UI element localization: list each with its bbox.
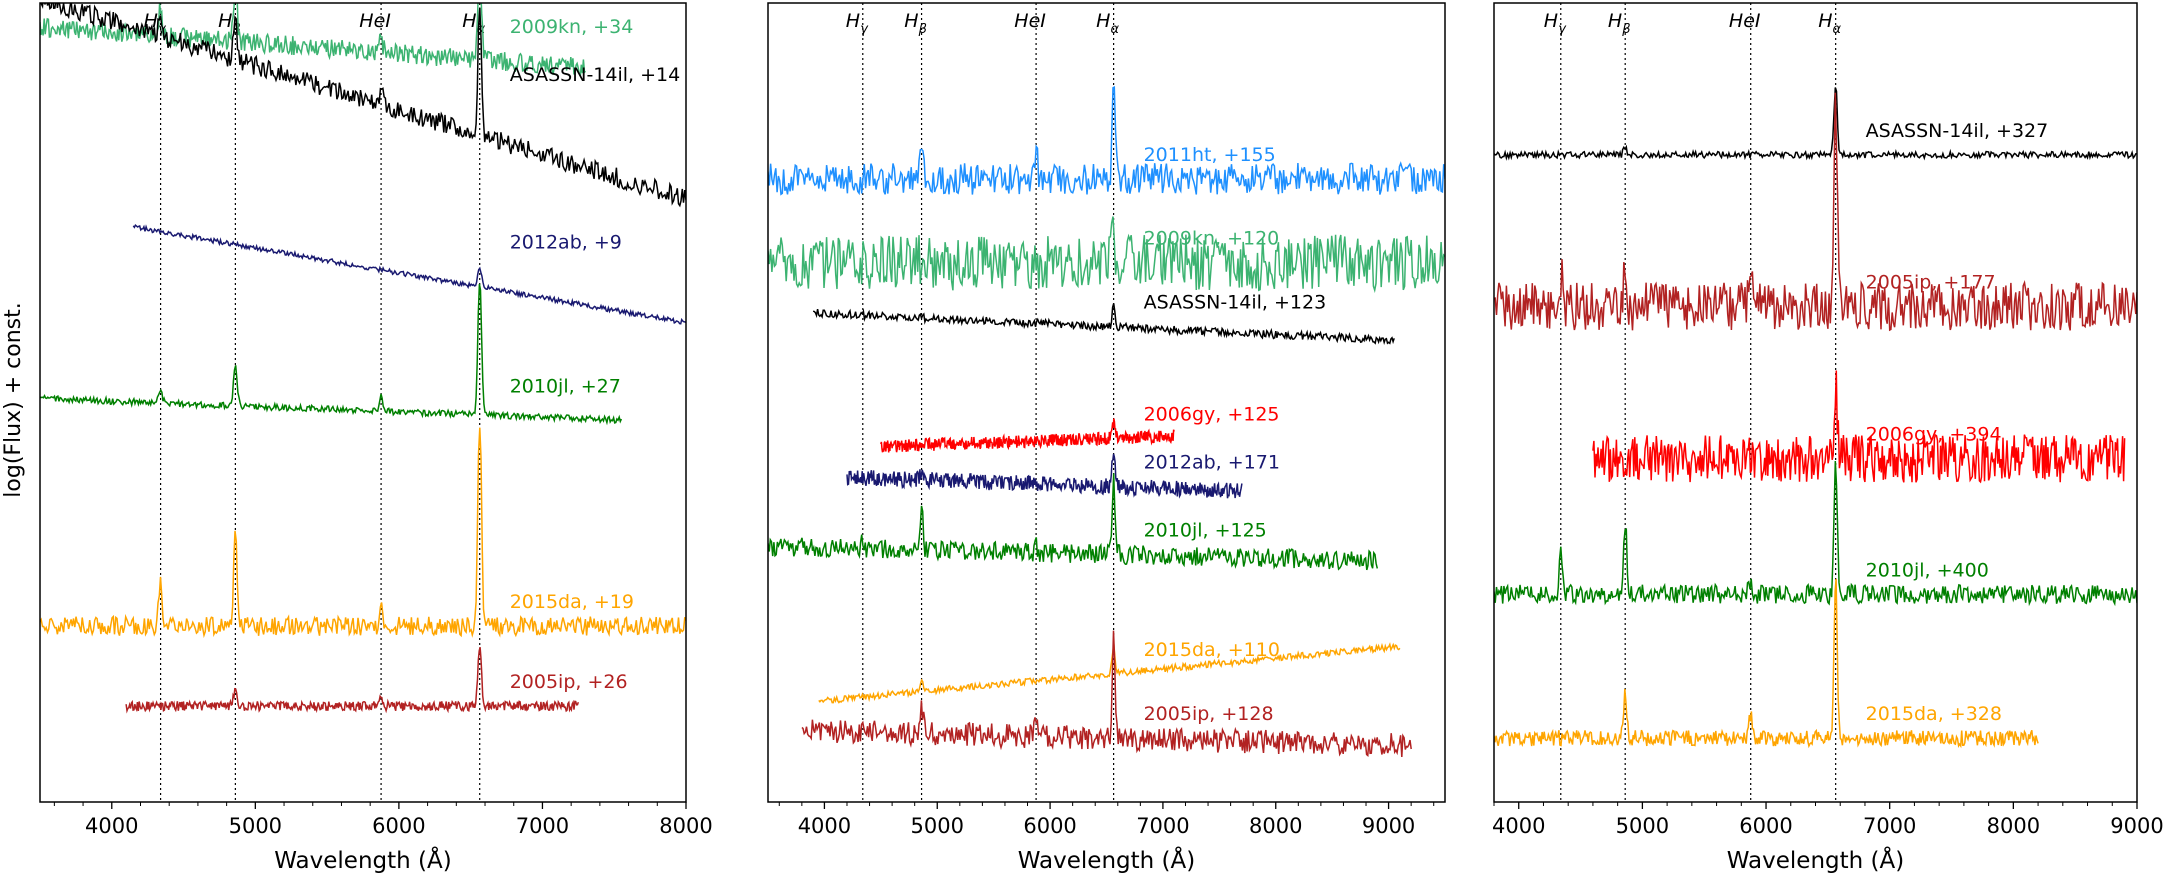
x-tick-label: 7000 bbox=[1136, 814, 1189, 838]
spectrum-line bbox=[1494, 460, 2137, 607]
ref-label-Hβ: Hβ bbox=[904, 10, 927, 37]
x-axis-label: Wavelength (Å) bbox=[274, 846, 451, 874]
series-label: 2012ab, +9 bbox=[510, 232, 622, 254]
ref-label-Hγ: Hγ bbox=[1544, 10, 1567, 37]
series-label: 2015da, +110 bbox=[1144, 639, 1280, 661]
series-label: 2015da, +19 bbox=[510, 591, 634, 613]
spectrum-line bbox=[125, 647, 580, 714]
series-label: ASASSN-14il, +327 bbox=[1866, 120, 2049, 142]
x-tick-label: 6000 bbox=[1023, 814, 1076, 838]
ref-label-Hα: Hα bbox=[1818, 10, 1841, 37]
panel-2: Hγ Hβ HeI Hα 2011ht, +155 2009kn, +120 ASASSN-… bbox=[767, 2, 1446, 874]
x-tick-label: 4000 bbox=[798, 814, 851, 838]
series-label: 2015da, +328 bbox=[1866, 703, 2002, 725]
x-tick-label: 6000 bbox=[1739, 814, 1792, 838]
x-tick-label: 5000 bbox=[229, 814, 282, 838]
axes-frame bbox=[767, 2, 1446, 803]
spectrum-line bbox=[1592, 370, 2126, 484]
spectrum-line bbox=[1494, 578, 2039, 749]
x-tick-label: 4000 bbox=[85, 814, 138, 838]
x-tick-label: 7000 bbox=[516, 814, 569, 838]
x-tick-label: 8000 bbox=[1987, 814, 2040, 838]
x-tick-label: 4000 bbox=[1492, 814, 1545, 838]
spectrum-line bbox=[1494, 87, 2137, 161]
panel-3: Hγ Hβ HeI Hα ASASSN-14il, +327 2005ip, +177 20… bbox=[1492, 2, 2164, 874]
x-axis-label: Wavelength (Å) bbox=[1018, 846, 1195, 874]
x-tick-label: 9000 bbox=[1362, 814, 1415, 838]
spectrum-line bbox=[812, 303, 1395, 345]
x-tick-label: 6000 bbox=[372, 814, 425, 838]
x-tick-label: 5000 bbox=[1616, 814, 1669, 838]
ref-label-Hγ: Hγ bbox=[846, 10, 869, 37]
series-label: 2010jl, +125 bbox=[1144, 519, 1267, 541]
series-label: 2009kn, +34 bbox=[510, 16, 634, 38]
axes-frame bbox=[39, 2, 687, 803]
spectrum-line bbox=[132, 224, 686, 325]
series-label: 2009kn, +120 bbox=[1144, 228, 1280, 250]
series-label: 2006gy, +125 bbox=[1144, 403, 1280, 425]
series-label: 2005ip, +177 bbox=[1866, 272, 1996, 294]
spectrum-line bbox=[768, 473, 1379, 571]
series-label: 2010jl, +27 bbox=[510, 375, 621, 397]
ref-label-Hβ: Hβ bbox=[1608, 10, 1631, 37]
series-label: 2005ip, +128 bbox=[1144, 703, 1274, 725]
x-tick-label: 8000 bbox=[1249, 814, 1302, 838]
spectrum-line bbox=[768, 216, 1445, 294]
spectrum-line bbox=[1494, 92, 2137, 332]
panels: Hγ Hβ HeI Hα 2009kn, +34 ASASSN-14il, +14 2012… bbox=[39, 2, 2164, 874]
ref-label-Hα: Hα bbox=[1096, 10, 1119, 37]
series-label: 2012ab, +171 bbox=[1144, 451, 1280, 473]
x-tick-label: 7000 bbox=[1863, 814, 1916, 838]
spectrum-line bbox=[818, 642, 1401, 704]
spectrum-line bbox=[40, 3, 686, 208]
x-tick-label: 8000 bbox=[659, 814, 712, 838]
spectrum-line bbox=[846, 453, 1243, 499]
y-axis-label: log(Flux) + const. bbox=[1, 302, 26, 497]
x-tick-label: 5000 bbox=[911, 814, 964, 838]
spectrum-line bbox=[40, 283, 623, 426]
spectrum-line bbox=[801, 630, 1412, 758]
spectrum-line bbox=[40, 3, 587, 77]
ref-label-HeI: HeI bbox=[1729, 10, 1761, 32]
ref-label-HeI: HeI bbox=[359, 10, 391, 32]
series-label: 2005ip, +26 bbox=[510, 671, 628, 693]
series-label: 2006gy, +394 bbox=[1866, 423, 2002, 445]
spectrum-line bbox=[768, 85, 1445, 196]
series-label: ASASSN-14il, +14 bbox=[510, 64, 681, 86]
spectrum-line bbox=[880, 418, 1175, 453]
series-label: 2011ht, +155 bbox=[1144, 144, 1276, 166]
x-axis-label: Wavelength (Å) bbox=[1727, 846, 1904, 874]
ref-label-HeI: HeI bbox=[1014, 10, 1046, 32]
series-label: 2010jl, +400 bbox=[1866, 559, 1989, 581]
x-tick-label: 9000 bbox=[2110, 814, 2163, 838]
spectrum-line bbox=[40, 427, 686, 639]
series-label: ASASSN-14il, +123 bbox=[1144, 292, 1327, 314]
